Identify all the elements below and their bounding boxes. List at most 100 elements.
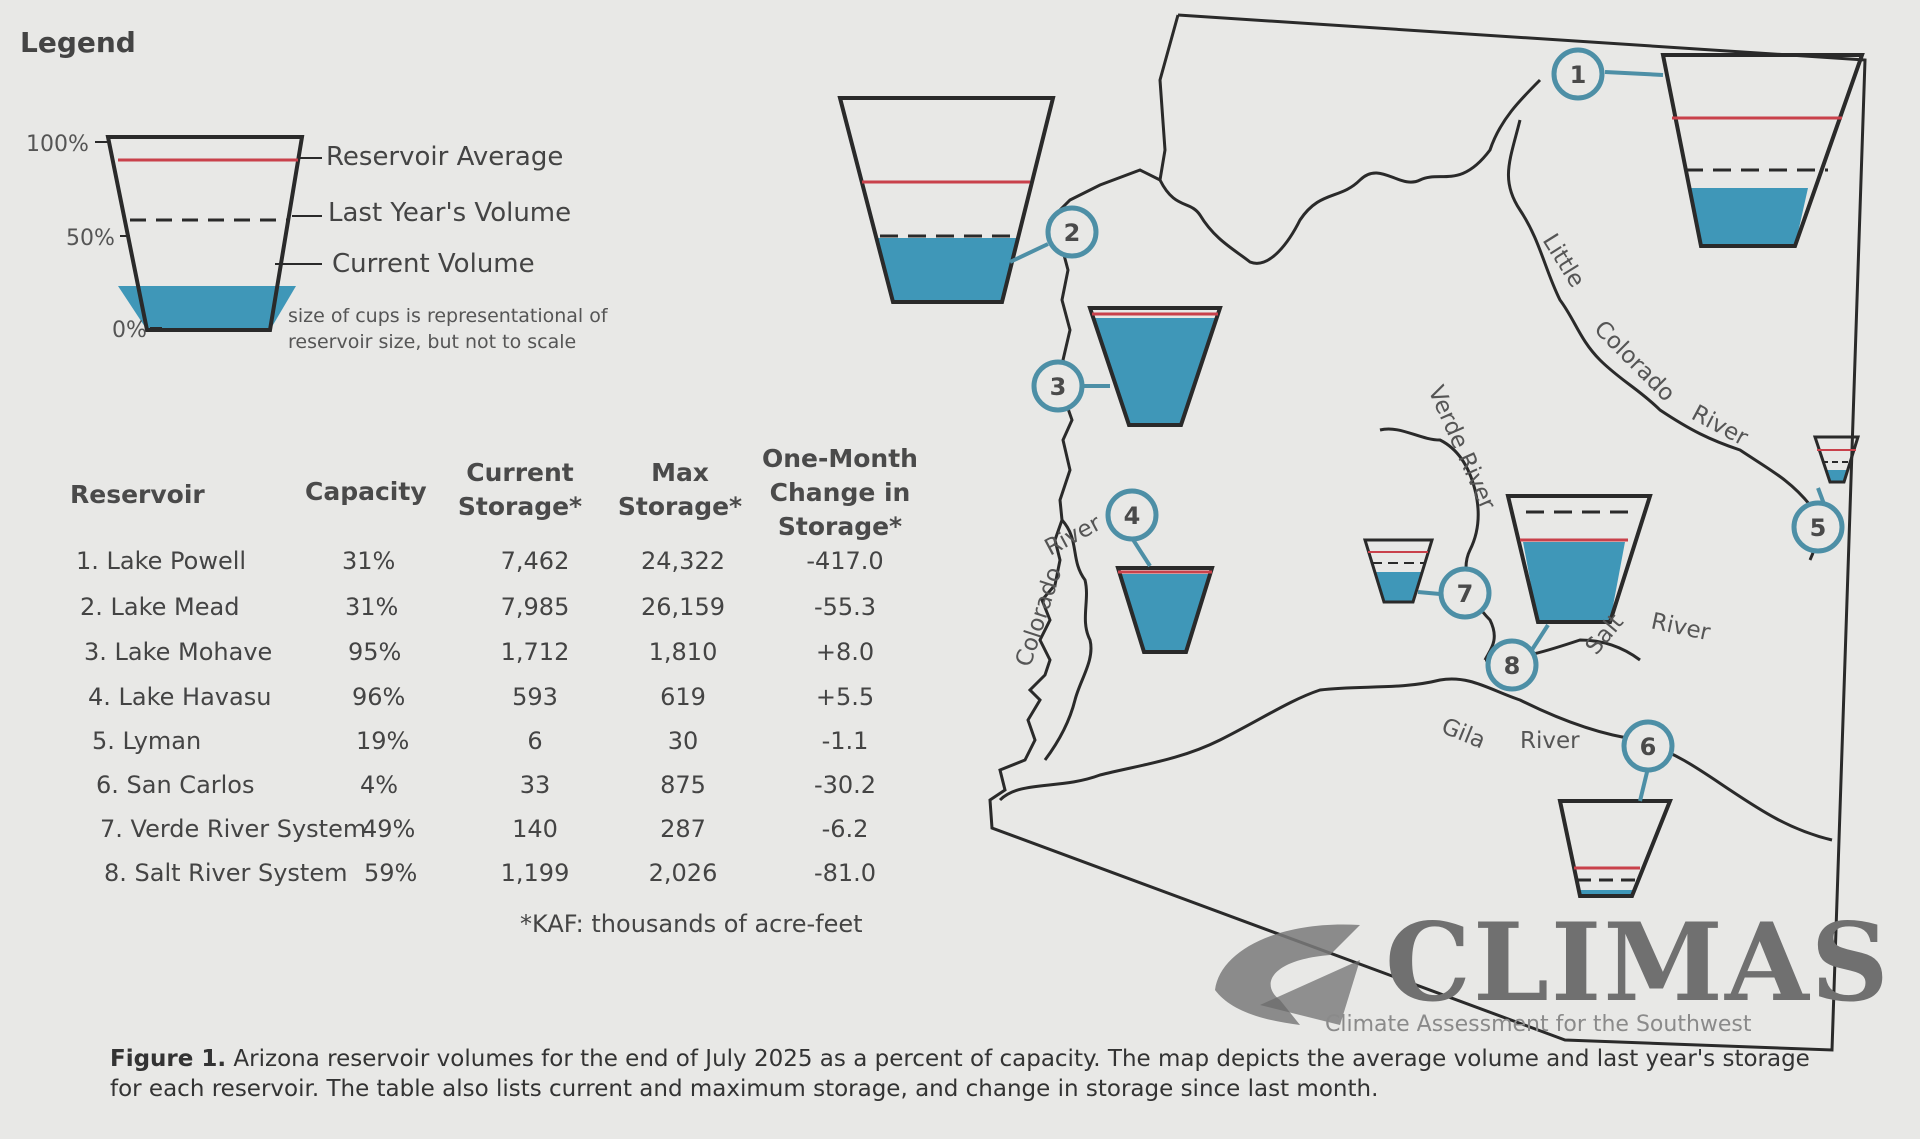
legend-current-volume: Current Volume [332,249,535,279]
row-capacity: 31% [345,593,399,621]
row-one-month-change: -417.0 [806,547,884,575]
row-current-storage: 140 [512,815,558,843]
header-reservoir: Reservoir [70,480,205,509]
row-current-storage: 1,199 [500,859,570,887]
verde-river [1379,427,1496,661]
river-label-gila: Gila [1438,713,1489,754]
header-change-line3: Storage* [777,512,903,541]
caption-text: Arizona reservoir volumes for the end of… [110,1046,1810,1102]
cup-lake-mohave [1087,306,1223,427]
row-current-storage: 6 [527,727,543,755]
row-reservoir-name: 5. Lyman [92,727,202,755]
row-capacity: 49% [362,815,416,843]
row-capacity: 95% [348,638,402,666]
cup-lyman [1812,435,1861,484]
row-max-storage: 2,026 [648,859,718,887]
row-max-storage: 287 [660,815,706,843]
row-reservoir-name: 3. Lake Mohave [84,638,273,666]
header-max-line1: Max [651,458,709,487]
row-max-storage: 875 [660,771,706,799]
row-one-month-change: -1.1 [821,727,869,755]
climas-logo-subtitle: Climate Assessment for the Southwest [1325,1012,1752,1037]
row-reservoir-name: 7. Verde River System [100,815,367,843]
cup-lake-havasu [1115,566,1215,654]
cup-salt [1505,494,1653,624]
river-label-river-gila: River [1520,728,1580,754]
row-reservoir-name: 6. San Carlos [96,771,255,799]
marker-4-label: 4 [1124,502,1141,530]
river-label-river-salt: River [1649,608,1713,646]
header-capacity: Capacity [305,477,427,506]
marker-3-label: 3 [1050,373,1067,401]
caption-label: Figure 1. [110,1046,227,1072]
marker-8: 8 [1485,638,1539,692]
row-capacity: 31% [342,547,396,575]
river-label-verde: Verde River [1423,382,1501,514]
header-change-line1: One-Month [762,444,918,473]
climas-logo-word: CLIMAS [1385,900,1891,1026]
little-colorado-river [1506,119,1818,561]
figure-caption: Figure 1. Arizona reservoir volumes for … [110,1044,1810,1104]
row-reservoir-name: 8. Salt River System [104,859,348,887]
legend-reservoir-average: Reservoir Average [326,142,564,172]
marker-6: 6 [1621,719,1675,773]
legend-note: size of cups is representational of rese… [288,303,608,355]
row-current-storage: 7,462 [500,547,570,575]
legend-last-years-volume: Last Year's Volume [328,198,572,228]
table-footnote: *KAF: thousands of acre-feet [520,910,863,938]
colorado-lower [1043,518,1093,761]
legend-pct-0: 0% [112,318,147,343]
header-max-line2: Storage* [617,492,743,521]
row-one-month-change: -6.2 [821,815,869,843]
marker-1-label: 1 [1570,61,1587,89]
cup-lake-mead [837,96,1056,304]
row-capacity: 19% [356,727,410,755]
marker-7-label: 7 [1457,580,1474,608]
row-capacity: 96% [352,683,406,711]
legend-pct-50: 50% [66,226,115,251]
legend-cup [95,135,322,332]
marker-3: 3 [1031,359,1085,413]
legend-title: Legend [20,26,136,59]
header-change-line2: Change in [769,478,911,507]
row-one-month-change: +5.5 [815,683,875,711]
legend-note-line2: reservoir size, but not to scale [288,331,577,353]
header-current-storage: Current Storage* [455,456,585,524]
marker-5: 5 [1791,500,1845,554]
legend-note-line1: size of cups is representational of [288,305,608,327]
marker-4: 4 [1105,488,1159,542]
row-reservoir-name: 4. Lake Havasu [88,683,272,711]
row-current-storage: 33 [519,771,551,799]
header-current-line2: Storage* [457,492,583,521]
row-capacity: 59% [364,859,418,887]
legend-pct-100: 100% [26,132,89,157]
row-current-storage: 593 [512,683,558,711]
marker-8-label: 8 [1504,652,1521,680]
header-one-month-change: One-Month Change in Storage* [760,442,920,544]
marker-2: 2 [1045,205,1099,259]
marker-2-label: 2 [1064,219,1081,247]
cup-verde [1362,538,1435,604]
row-one-month-change: -30.2 [813,771,877,799]
row-one-month-change: +8.0 [815,638,875,666]
marker-7: 7 [1438,566,1492,620]
row-current-storage: 1,712 [500,638,570,666]
row-max-storage: 26,159 [641,593,725,621]
river-label-river-main: River [1041,510,1106,561]
marker-1: 1 [1551,47,1605,101]
row-max-storage: 619 [660,683,706,711]
colorado-river [1158,78,1542,265]
row-one-month-change: -81.0 [813,859,877,887]
row-current-storage: 7,985 [500,593,570,621]
row-max-storage: 24,322 [641,547,725,575]
climas-logo-mark [1215,924,1360,1025]
row-reservoir-name: 2. Lake Mead [80,593,240,621]
row-reservoir-name: 1. Lake Powell [76,547,247,575]
cup-san-carlos [1557,799,1673,898]
marker-6-label: 6 [1640,733,1657,761]
row-capacity: 4% [360,771,399,799]
header-current-line1: Current [466,458,574,487]
river-label-colorado-main: Colorado [1011,564,1068,670]
row-max-storage: 1,810 [648,638,718,666]
